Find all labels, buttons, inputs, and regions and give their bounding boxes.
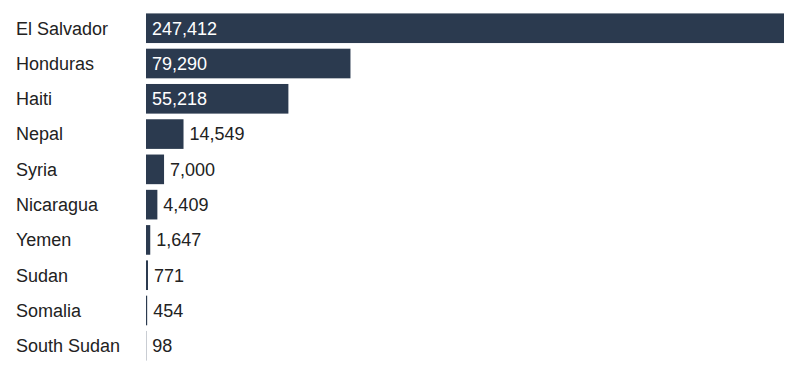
bars	[146, 13, 784, 360]
bar	[146, 225, 150, 255]
bar	[146, 190, 157, 220]
data-label: 1,647	[156, 230, 201, 250]
data-label: 55,218	[152, 89, 207, 109]
bar	[146, 331, 147, 361]
data-labels: 247,412 79,290 55,218 14,549 7,000 4,409 1,647…	[152, 19, 245, 357]
data-label: 7,000	[170, 160, 215, 180]
bar	[146, 260, 148, 290]
category-label: Nepal	[16, 124, 63, 144]
bar	[146, 84, 288, 114]
category-label: El Salvador	[16, 19, 108, 39]
category-label: Yemen	[16, 230, 71, 250]
data-label: 247,412	[152, 19, 217, 39]
category-label: Somalia	[16, 301, 82, 321]
bar	[146, 155, 164, 185]
bar	[146, 49, 350, 79]
data-label: 4,409	[163, 195, 208, 215]
category-label: Sudan	[16, 266, 68, 286]
data-label: 98	[152, 336, 172, 356]
category-label: South Sudan	[16, 336, 120, 356]
category-label: Nicaragua	[16, 195, 99, 215]
data-label: 79,290	[152, 54, 207, 74]
bar	[146, 296, 147, 326]
category-label: Honduras	[16, 54, 94, 74]
data-label: 14,549	[190, 124, 245, 144]
category-label: Haiti	[16, 89, 52, 109]
data-label: 454	[153, 301, 183, 321]
bar	[146, 13, 784, 43]
category-label: Syria	[16, 160, 58, 180]
chart: El Salvador Honduras Haiti Nepal Syria Nicara…	[0, 0, 800, 379]
data-label: 771	[154, 266, 184, 286]
category-labels: El Salvador Honduras Haiti Nepal Syria Nicara…	[16, 19, 120, 357]
bar	[146, 119, 184, 149]
